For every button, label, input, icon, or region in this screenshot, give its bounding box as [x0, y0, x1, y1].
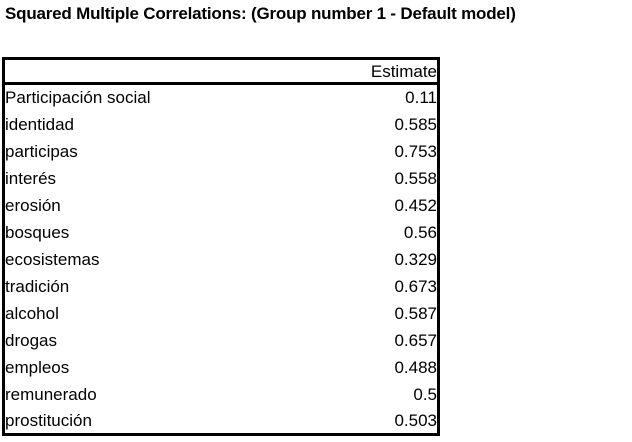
- header-empty-cell: [3, 58, 282, 85]
- table-row: interés 0.558: [4, 165, 439, 192]
- table-row: ecosistemas 0.329: [4, 246, 439, 273]
- row-label: participas: [5, 141, 78, 161]
- table-row: Participación social 0.11: [4, 84, 439, 111]
- row-estimate: 0.488: [394, 357, 437, 377]
- row-estimate: 0.11: [405, 88, 437, 108]
- table-row: bosques 0.56: [4, 219, 439, 246]
- table-row: prostitución 0.503: [4, 408, 439, 435]
- row-label: empleos: [5, 357, 70, 377]
- table-row: tradición 0.673: [4, 273, 439, 300]
- row-label: identidad: [5, 114, 75, 134]
- table-row: alcohol 0.587: [4, 300, 439, 327]
- row-estimate: 0.452: [394, 195, 437, 215]
- row-estimate: 0.503: [394, 410, 437, 430]
- row-label: bosques: [5, 222, 70, 242]
- row-estimate: 0.673: [394, 276, 437, 296]
- row-estimate: 0.587: [394, 303, 437, 323]
- row-label: interés: [5, 168, 57, 188]
- row-label: Participación social: [5, 88, 151, 108]
- table-row: identidad 0.585: [4, 111, 439, 138]
- table-row: remunerado 0.5: [4, 381, 439, 408]
- table-row: drogas 0.657: [4, 327, 439, 354]
- row-label: remunerado: [5, 384, 97, 404]
- row-label: ecosistemas: [5, 249, 100, 269]
- row-estimate: 0.558: [394, 168, 437, 188]
- page-title: Squared Multiple Correlations: (Group nu…: [5, 4, 516, 23]
- correlations-table: Estimate Participación social 0.11 ident…: [2, 57, 440, 436]
- table-row: participas 0.753: [4, 138, 439, 165]
- row-estimate: 0.585: [394, 114, 437, 134]
- row-estimate: 0.5: [413, 384, 437, 404]
- row-estimate: 0.56: [403, 222, 437, 242]
- row-label: prostitución: [5, 410, 92, 430]
- row-estimate: 0.657: [394, 330, 437, 350]
- row-label: erosión: [5, 195, 61, 215]
- table-row: erosión 0.452: [4, 192, 439, 219]
- row-estimate: 0.329: [394, 249, 437, 269]
- row-label: drogas: [5, 330, 57, 350]
- row-label: tradición: [5, 276, 70, 296]
- row-label: alcohol: [5, 303, 59, 323]
- header-estimate: Estimate: [281, 58, 439, 85]
- table-header-row: Estimate: [3, 58, 439, 85]
- table-row: empleos 0.488: [4, 354, 439, 381]
- row-estimate: 0.753: [394, 141, 437, 161]
